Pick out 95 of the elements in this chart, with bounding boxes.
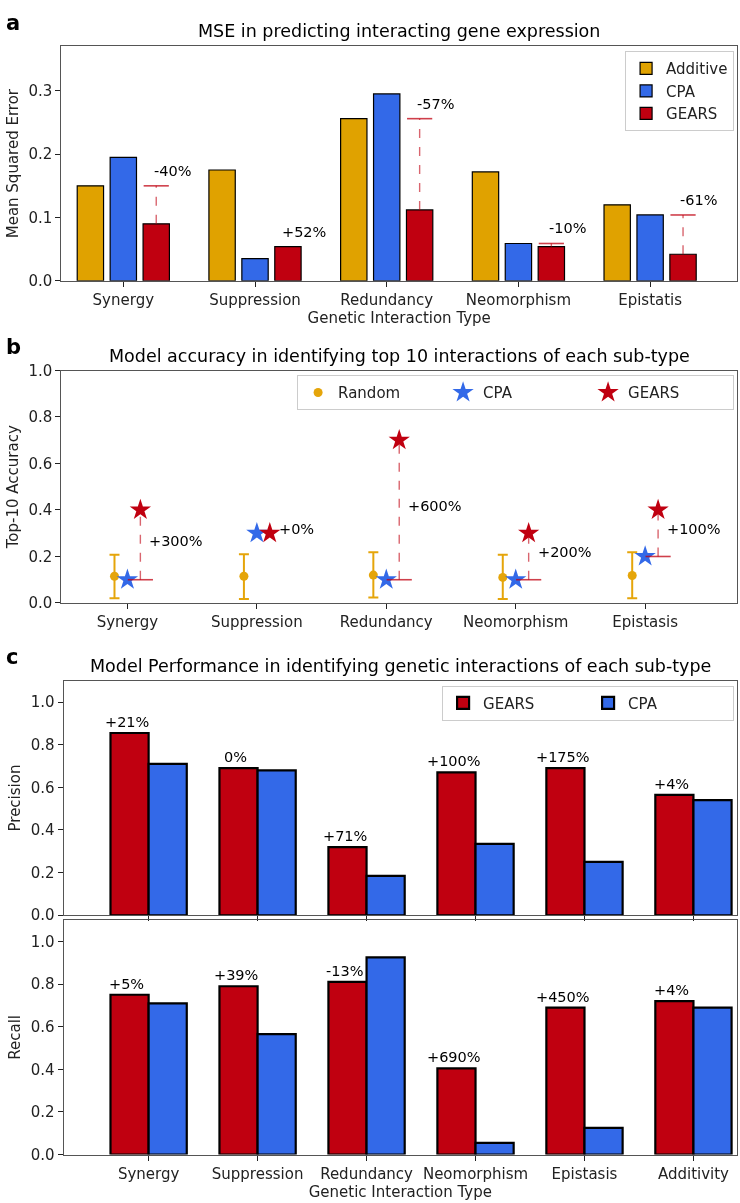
bar [405, 209, 434, 281]
x-tick-label: Synergy [117, 1164, 180, 1183]
x-tick-label: Additivity [657, 1164, 730, 1183]
bar [372, 93, 401, 281]
y-tick-label: 0.2 [30, 863, 55, 882]
x-axis-title: Genetic Interaction Type [308, 1182, 492, 1201]
annotation: +100% [667, 521, 721, 537]
annotation: +300% [149, 533, 203, 549]
annotation: -57% [417, 96, 455, 112]
chart-title: MSE in predicting interacting gene expression [198, 21, 601, 41]
annotation: -10% [549, 220, 587, 236]
y-tick-label: 0.0 [30, 906, 55, 925]
chart-title: Model accuracy in identifying top 10 interactions of each sub-type [109, 346, 690, 366]
x-tick-label: Neomorphism [463, 612, 569, 631]
bar [142, 223, 171, 281]
annotation: +200% [538, 544, 592, 560]
bar [208, 169, 236, 281]
annotation: +39% [214, 967, 259, 983]
bar [504, 242, 533, 281]
y-tick-label: 0.8 [30, 975, 55, 994]
bar [76, 185, 105, 281]
legend-label: GEARS [483, 694, 535, 713]
legend-label: GEARS [666, 105, 718, 124]
x-tick-label: Redundancy [340, 290, 434, 309]
annotation: +21% [105, 714, 150, 730]
annotation: 0% [224, 749, 248, 765]
legend-label: CPA [483, 384, 513, 403]
legend-label: CPA [628, 694, 658, 713]
x-tick-label: Redundancy [339, 612, 433, 631]
bar [537, 246, 566, 281]
bar [109, 156, 138, 281]
legend-label: Random [338, 384, 401, 403]
legend-label: Additive [666, 60, 728, 79]
annotation: -61% [680, 192, 718, 208]
chart-title: Model Performance in identifying genetic interactions of each sub-type [90, 656, 712, 676]
y-axis-title: Precision [6, 764, 25, 832]
annotation: +175% [536, 749, 590, 765]
annotation: +690% [427, 1049, 481, 1065]
legend-label: GEARS [628, 384, 680, 403]
x-tick-label: Epistasis [551, 1164, 618, 1183]
x-tick-label: Neomorphism [465, 290, 572, 309]
x-tick-label: Redundancy [320, 1164, 414, 1183]
annotation: +600% [408, 498, 462, 514]
annotation: +5% [109, 976, 145, 992]
annotation: +4% [654, 982, 690, 998]
y-tick-label: 1.0 [30, 693, 55, 712]
y-tick-label: 0.0 [28, 272, 53, 291]
x-tick-label: Synergy [96, 612, 159, 631]
text: a [6, 11, 21, 35]
x-tick-label: Suppression [209, 290, 301, 309]
text: c [6, 645, 19, 669]
bar [669, 253, 697, 281]
x-axis-title: Genetic Interaction Type [307, 308, 491, 327]
y-tick-label: 1.0 [30, 932, 55, 951]
x-tick-label: Suppression [211, 612, 303, 631]
y-tick-label: 0.3 [28, 82, 53, 101]
y-axis-title: Top-10 Accuracy [3, 425, 22, 550]
x-tick-label: Synergy [92, 290, 155, 309]
bar [340, 118, 368, 281]
x-tick-label: Suppression [211, 1164, 304, 1183]
bar [636, 214, 664, 281]
y-axis-title: Recall [6, 1015, 25, 1060]
y-tick-label: 0.6 [30, 778, 55, 797]
annotation: -40% [154, 163, 192, 179]
y-tick-label: 0.2 [30, 1103, 55, 1122]
bar [603, 204, 631, 281]
y-tick-label: 0.4 [28, 501, 53, 520]
y-tick-label: 0.6 [30, 1017, 55, 1036]
annotation: +0% [279, 521, 315, 537]
annotation: +100% [427, 753, 481, 769]
y-tick-label: 0.8 [30, 735, 55, 754]
y-tick-label: 0.0 [28, 594, 53, 613]
text: b [6, 335, 22, 359]
y-tick-label: 1.0 [28, 361, 53, 380]
bar [274, 246, 302, 281]
y-tick-label: 0.4 [30, 1060, 55, 1079]
y-tick-label: 0.8 [28, 408, 53, 427]
annotation: +4% [654, 776, 690, 792]
y-tick-label: 0.6 [28, 454, 53, 473]
bar [471, 171, 500, 281]
y-tick-label: 0.4 [30, 821, 55, 840]
y-tick-label: 0.2 [28, 145, 53, 164]
y-axis-title: Mean Squared Error [3, 88, 22, 239]
legend-label: CPA [666, 82, 696, 101]
x-tick-label: Epistatis [618, 290, 683, 309]
y-tick-label: 0.0 [30, 1145, 55, 1164]
y-tick-label: 0.1 [28, 208, 53, 227]
bar [241, 258, 269, 281]
annotation: -13% [326, 963, 364, 979]
annotation: +450% [536, 989, 590, 1005]
x-tick-label: Neomorphism [422, 1164, 529, 1183]
annotation: +52% [282, 224, 327, 240]
x-tick-label: Epistasis [612, 612, 679, 631]
annotation: +71% [323, 828, 368, 844]
y-tick-label: 0.2 [28, 547, 53, 566]
